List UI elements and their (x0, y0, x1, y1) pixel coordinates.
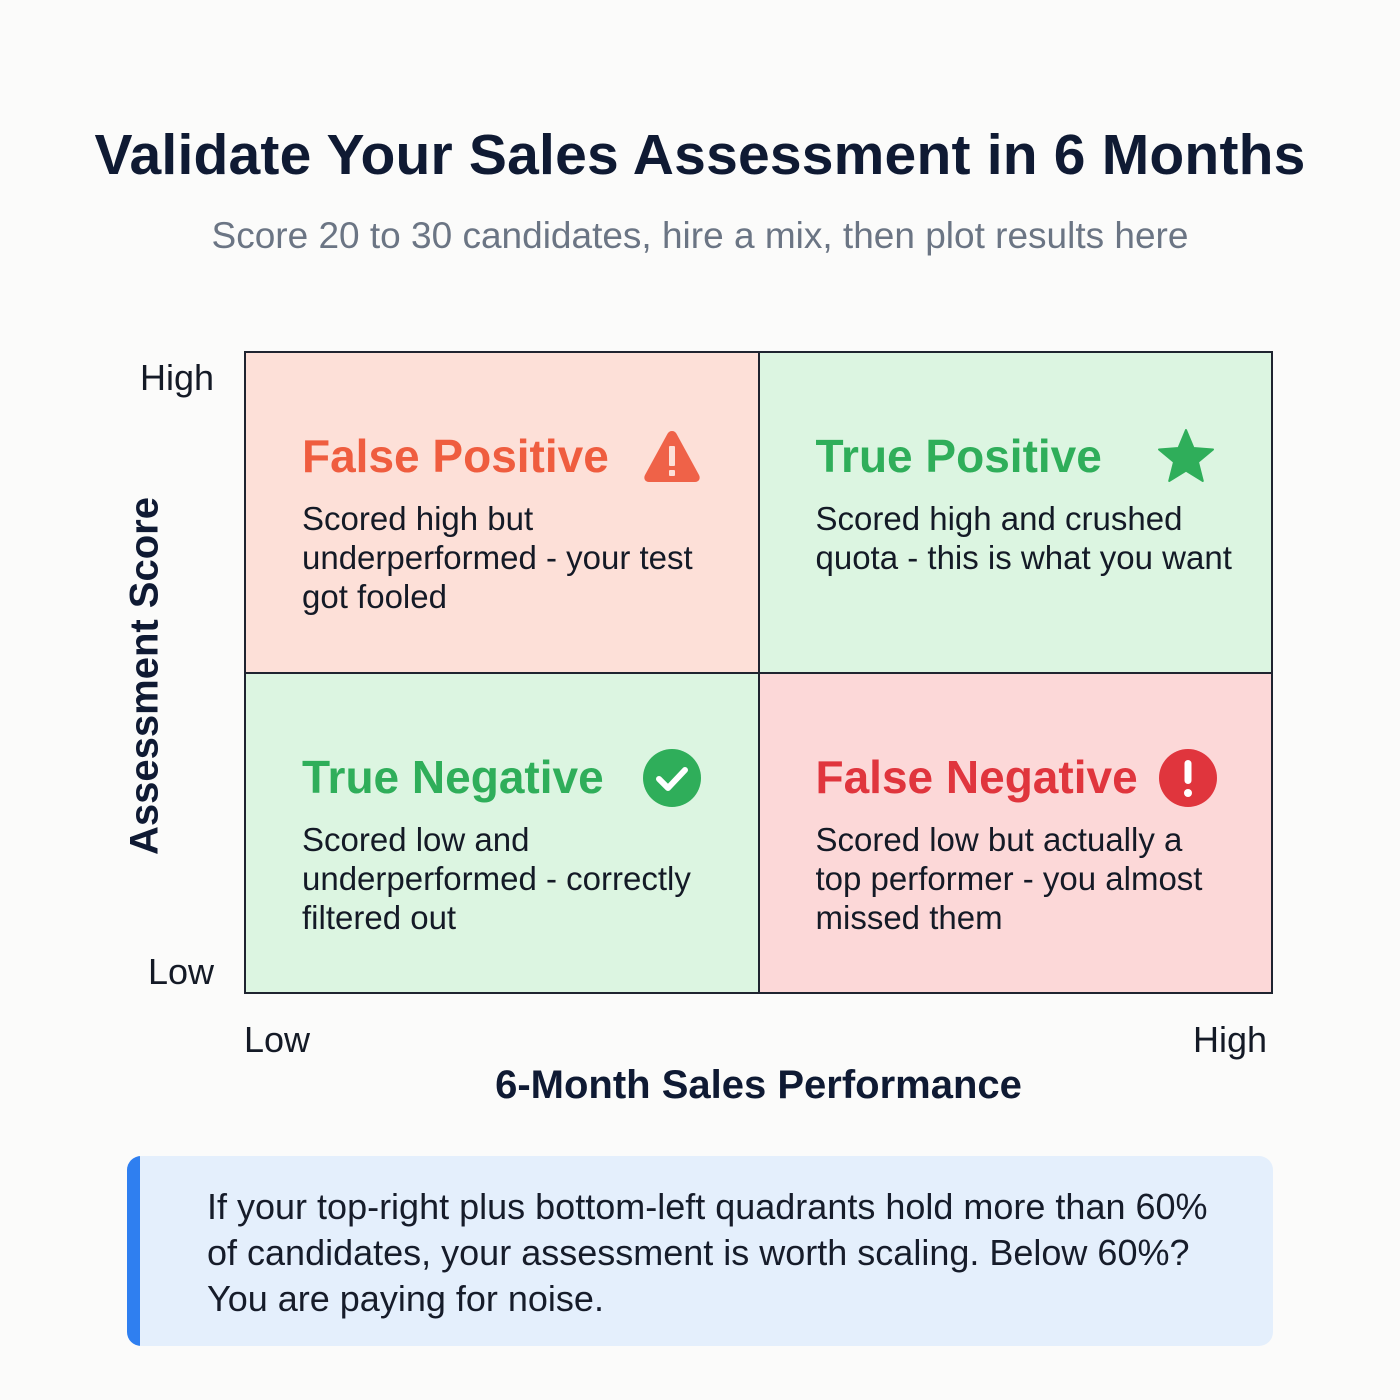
validation-callout: If your top-right plus bottom-left quadr… (127, 1156, 1273, 1346)
quadrant-matrix: False Positive Scored high but underperf… (244, 351, 1273, 994)
warning-triangle-icon (644, 431, 700, 482)
x-axis-title: 6-Month Sales Performance (495, 1063, 1022, 1107)
callout-text: If your top-right plus bottom-left quadr… (207, 1186, 1208, 1319)
quadrant-description: Scored low but actually a top performer … (815, 820, 1203, 936)
quadrant-description: Scored high but underperformed - your te… (302, 500, 693, 615)
page-subtitle: Score 20 to 30 candidates, hire a mix, t… (211, 215, 1189, 256)
quadrant-true-negative: True Negative Scored low and underperfor… (246, 672, 759, 992)
quadrant-description: Scored high and crushed quota - this is … (815, 500, 1232, 576)
x-axis-high-label: High (1193, 1019, 1268, 1060)
y-axis-high-label: High (140, 357, 215, 398)
quadrant-title: False Positive (302, 430, 609, 482)
check-circle-icon (643, 748, 701, 807)
exclamation-circle-icon (1158, 748, 1217, 807)
quadrant-title: True Positive (815, 430, 1102, 482)
star-icon (1157, 429, 1214, 482)
quadrant-false-negative: False Negative Scored low but actually a… (758, 672, 1271, 992)
quadrant-title: False Negative (815, 750, 1138, 803)
callout-accent-bar (127, 1156, 140, 1346)
y-axis-low-label: Low (148, 951, 215, 992)
x-axis-low-label: Low (244, 1019, 311, 1060)
y-axis-title: Assessment Score (122, 497, 167, 855)
quadrant-title: True Negative (302, 750, 604, 803)
page-title: Validate Your Sales Assessment in 6 Mont… (94, 123, 1306, 187)
quadrant-description: Scored low and underperformed - correctl… (302, 820, 691, 936)
quadrant-false-positive: False Positive Scored high but underperf… (246, 353, 759, 673)
quadrant-true-positive: True Positive Scored high and crushed qu… (758, 353, 1271, 673)
